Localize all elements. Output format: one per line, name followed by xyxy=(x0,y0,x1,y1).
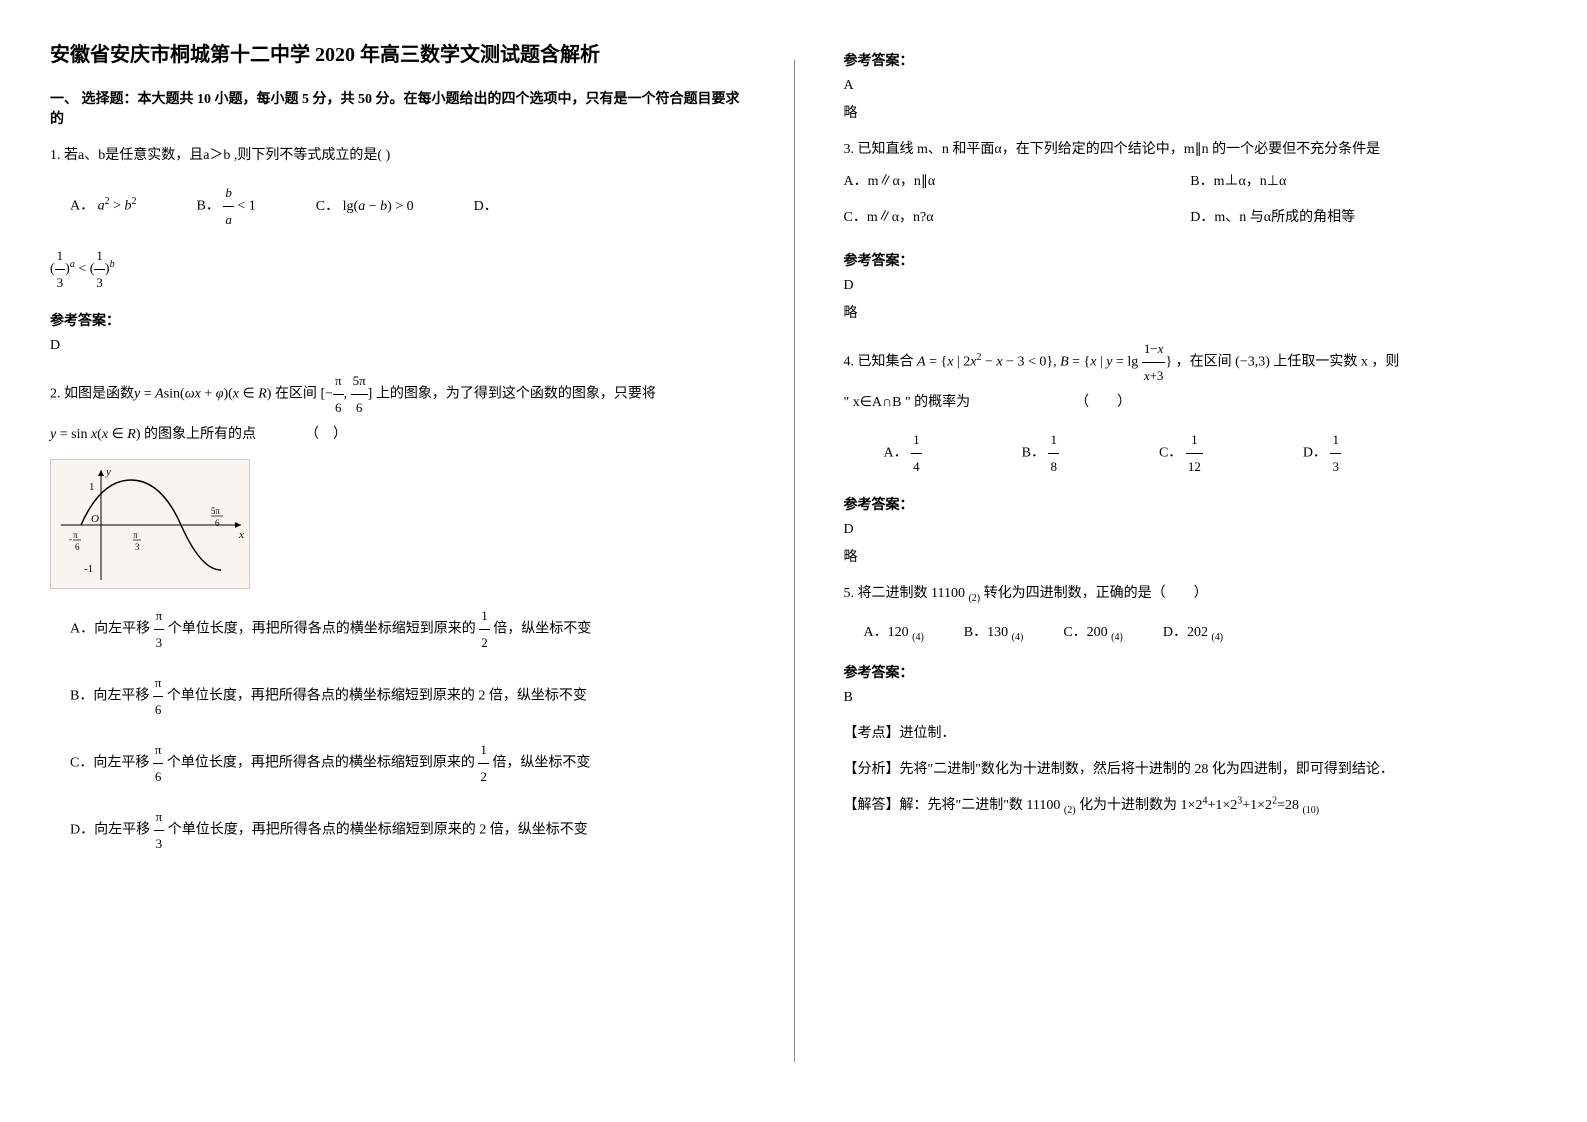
svg-text:1: 1 xyxy=(89,481,95,493)
q2-stem2: y = sin x(x ∈ R) 的图象上所有的点 （ ） xyxy=(50,421,744,449)
question-3: 3. 已知直线 m、n 和平面α，在下列给定的四个结论中，m∥n 的一个必要但不… xyxy=(844,136,1538,236)
q3-answer: D xyxy=(844,278,1538,294)
svg-text:π: π xyxy=(73,530,78,540)
q2-stem: 2. 如图是函数y = Asin(ωx + φ)(x ∈ R) 在区间 [−π6… xyxy=(50,368,744,421)
q3-stem: 3. 已知直线 m、n 和平面α，在下列给定的四个结论中，m∥n 的一个必要但不… xyxy=(844,136,1538,164)
q3-opt-d: D．m、n 与α所成的角相等 xyxy=(1190,204,1537,232)
doc-title: 安徽省安庆市桐城第十二中学 2020 年高三数学文测试题含解析 xyxy=(50,40,744,70)
q4-opt-c: C． 112 xyxy=(1159,427,1203,480)
question-1: 1. 若a、b是任意实数，且a＞b ,则下列不等式成立的是( ) A． a2 >… xyxy=(50,142,744,296)
question-2: 2. 如图是函数y = Asin(ωx + φ)(x ∈ R) 在区间 [−π6… xyxy=(50,368,744,857)
q1-stem: 1. 若a、b是任意实数，且a＞b ,则下列不等式成立的是( ) xyxy=(50,142,744,170)
svg-text:6: 6 xyxy=(75,542,80,552)
q5-opt-b: B．130 (4) xyxy=(964,619,1024,648)
right-column: 参考答案： A 略 3. 已知直线 m、n 和平面α，在下列给定的四个结论中，m… xyxy=(794,0,1587,1122)
q3-answer-label: 参考答案： xyxy=(844,250,1538,270)
q5-opt-c: C．200 (4) xyxy=(1063,619,1123,648)
svg-text:-1: -1 xyxy=(84,563,93,575)
question-4: 4. 已知集合 A = {x | 2x2 − x − 3 < 0}, B = {… xyxy=(844,336,1538,480)
q5-solve: 【解答】解：先将"二进制"数 11100 (2) 化为十进制数为 1×24+1×… xyxy=(844,794,1538,816)
question-5: 5. 将二进制数 11100 (2) 转化为四进制数，正确的是（ ） A．120… xyxy=(844,580,1538,648)
q2-opt-d: D．向左平移 π3 个单位长度，再把所得各点的横坐标缩短到原来的 2 倍，纵坐标… xyxy=(70,804,744,857)
svg-text:π: π xyxy=(133,530,138,540)
q5-stem: 5. 将二进制数 11100 (2) 转化为四进制数，正确的是（ ） xyxy=(844,580,1538,609)
section-1-header: 一、 选择题：本大题共 10 小题，每小题 5 分，共 50 分。在每小题给出的… xyxy=(50,88,744,128)
q3-opt-a: A．m∥α，n∥α xyxy=(844,168,1191,196)
q4-answer-label: 参考答案： xyxy=(844,494,1538,514)
q4-answer: D xyxy=(844,522,1538,538)
q3-note: 略 xyxy=(844,302,1538,322)
q5-options: A．120 (4) B．130 (4) C．200 (4) D．202 (4) xyxy=(864,619,1538,648)
q3-opt-b: B．m⊥α，n⊥α xyxy=(1190,168,1537,196)
q1-answer: D xyxy=(50,338,744,354)
left-column: 安徽省安庆市桐城第十二中学 2020 年高三数学文测试题含解析 一、 选择题：本… xyxy=(0,0,794,1122)
q5-answer: B xyxy=(844,690,1538,706)
q5-point: 【考点】进位制． xyxy=(844,722,1538,742)
q2-opt-a: A．向左平移 π3 个单位长度，再把所得各点的横坐标缩短到原来的 12 倍，纵坐… xyxy=(70,603,744,656)
q2-opt-c: C．向左平移 π6 个单位长度，再把所得各点的横坐标缩短到原来的 12 倍，纵坐… xyxy=(70,737,744,790)
q2-graph: y 1 O x -1 - π 6 π 3 5π 6 xyxy=(50,459,250,589)
q5-answer-label: 参考答案： xyxy=(844,662,1538,682)
q3-opt-c: C．m∥α，n?α xyxy=(844,204,1191,232)
q4-opt-a: A． 14 xyxy=(884,427,922,480)
q2-note: 略 xyxy=(844,102,1538,122)
q4-note: 略 xyxy=(844,546,1538,566)
q2-opt-b: B．向左平移 π6 个单位长度，再把所得各点的横坐标缩短到原来的 2 倍，纵坐标… xyxy=(70,670,744,723)
q2-answer: A xyxy=(844,78,1538,94)
q5-analysis: 【分析】先将"二进制"数化为十进制数，然后将十进制的 28 化为四进制，即可得到… xyxy=(844,758,1538,778)
q4-options: A． 14 B． 18 C． 112 D． 13 xyxy=(884,427,1538,480)
q2-answer-label: 参考答案： xyxy=(844,50,1538,70)
svg-text:x: x xyxy=(238,529,244,541)
svg-text:-: - xyxy=(69,534,72,544)
svg-text:y: y xyxy=(105,466,111,478)
svg-text:5π: 5π xyxy=(211,506,221,516)
svg-text:O: O xyxy=(91,513,99,525)
q5-opt-d: D．202 (4) xyxy=(1163,619,1223,648)
q4-opt-b: B． 18 xyxy=(1022,427,1059,480)
q4-stem2: " x∈A∩B " 的概率为 （ ） xyxy=(844,389,1538,417)
q1-opt-d: D． xyxy=(474,193,498,221)
q4-stem: 4. 已知集合 A = {x | 2x2 − x − 3 < 0}, B = {… xyxy=(844,336,1538,389)
q1-opt-d-expr: (13)a < (13)b xyxy=(50,243,744,296)
q1-opt-b: B． ba < 1 xyxy=(197,180,256,233)
q1-opt-c: C． lg(a − b) > 0 xyxy=(316,193,414,221)
q1-answer-label: 参考答案： xyxy=(50,310,744,330)
q1-opt-a: A． a2 > b2 xyxy=(70,192,137,221)
q3-options: A．m∥α，n∥α B．m⊥α，n⊥α C．m∥α，n?α D．m、n 与α所成… xyxy=(844,164,1538,236)
svg-text:3: 3 xyxy=(135,542,140,552)
q4-opt-d: D． 13 xyxy=(1303,427,1341,480)
q1-options: A． a2 > b2 B． ba < 1 C． lg(a − b) > 0 D． xyxy=(70,180,744,233)
q5-opt-a: A．120 (4) xyxy=(864,619,924,648)
svg-text:6: 6 xyxy=(215,518,220,528)
